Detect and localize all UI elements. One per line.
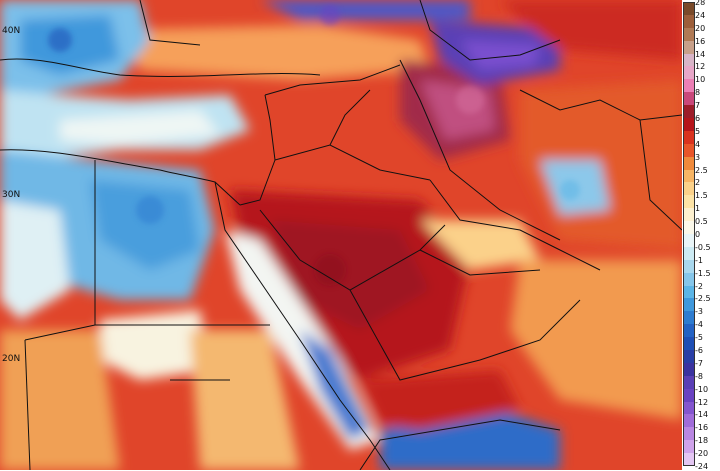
- legend-tick-label: 16: [695, 36, 706, 46]
- legend-swatch: [683, 414, 695, 428]
- legend-tick-label: 0.5: [695, 217, 708, 227]
- legend-tick-label: 20: [695, 23, 706, 33]
- legend-tick-label: 2.5: [695, 165, 708, 175]
- legend-frame: [683, 2, 695, 466]
- legend-swatch: [683, 182, 695, 196]
- lat-label-20n: 20N: [2, 354, 21, 364]
- legend-swatch: [683, 221, 695, 235]
- legend-swatch: [683, 453, 695, 467]
- legend-swatch: [683, 79, 695, 93]
- legend-tick-label: -24: [695, 462, 709, 471]
- legend-tick-label: 5: [695, 126, 701, 136]
- legend-swatch: [683, 311, 695, 325]
- legend-swatch: [683, 337, 695, 351]
- legend-tick-label: 2: [695, 178, 701, 188]
- legend-tick-label: -5: [695, 333, 703, 343]
- legend-tick-label: 3: [695, 152, 701, 162]
- lat-label-30n: 30N: [2, 190, 21, 200]
- legend-tick-label: 24: [695, 10, 706, 20]
- legend-swatch: [683, 27, 695, 41]
- legend-tick-label: -1.5: [695, 268, 711, 278]
- legend-tick-label: -2.5: [695, 294, 711, 304]
- map-canvas: [0, 0, 682, 470]
- legend-swatch: [683, 208, 695, 222]
- legend-swatch: [683, 2, 695, 15]
- legend-tick-label: -12: [695, 397, 709, 407]
- legend-swatch: [683, 40, 695, 54]
- legend-tick-label: 0: [695, 230, 701, 239]
- legend-tick-label: -1: [695, 255, 703, 265]
- legend-swatch: [683, 440, 695, 454]
- legend-tick-label: 10: [695, 75, 706, 85]
- legend-tick-label: -16: [695, 423, 709, 433]
- legend-tick-label: -14: [695, 410, 709, 420]
- legend-swatch: [683, 143, 695, 157]
- legend-swatch: [683, 130, 695, 144]
- legend-tick-label: -0.5: [695, 242, 711, 252]
- legend-swatch: [683, 14, 695, 28]
- legend-tick-label: 14: [695, 49, 706, 59]
- temperature-anomaly-field: [0, 0, 682, 470]
- legend-tick-label: 8: [695, 88, 701, 98]
- legend-swatch: [683, 350, 695, 363]
- legend-tick-label: -18: [695, 436, 709, 446]
- legend-swatch: [683, 272, 695, 286]
- legend-tick-label: 7: [695, 101, 701, 111]
- legend-swatch: [683, 298, 695, 312]
- legend-swatch: [683, 362, 695, 376]
- legend-swatch: [683, 259, 695, 273]
- legend-tick-label: 1: [695, 204, 701, 214]
- legend-swatch: [683, 92, 695, 106]
- legend-tick-label: 1.5: [695, 191, 708, 201]
- legend-swatch: [683, 401, 695, 415]
- legend-tick-label: -10: [695, 384, 709, 394]
- color-legend: 28 24 20 16 14 12 10 8 7 6 5 4 3 2.5 2 1.5 1 0.5 0 -0.5 -1 -1…: [682, 0, 720, 471]
- legend-tick-label: -8: [695, 371, 703, 381]
- legend-tick-label: 28: [695, 0, 706, 7]
- legend-tick-label: 6: [695, 114, 701, 123]
- legend-tick-label: -2: [695, 281, 703, 291]
- legend-tick-label: 12: [695, 62, 706, 72]
- legend-swatch: [683, 234, 695, 247]
- legend-tick-label: -7: [695, 358, 703, 368]
- legend-tick-label: -6: [695, 346, 703, 355]
- legend-tick-label: -3: [695, 307, 703, 317]
- legend-swatch: [683, 324, 695, 338]
- legend-swatch: [683, 427, 695, 441]
- legend-swatch: [683, 195, 695, 209]
- legend-swatch: [683, 169, 695, 183]
- legend-swatch: [683, 375, 695, 389]
- lat-label-40n: 40N: [2, 26, 21, 36]
- forecast-map: 40N 30N 20N: [0, 0, 682, 470]
- legend-swatch: [683, 66, 695, 80]
- legend-swatch: [683, 246, 695, 260]
- legend-swatch: [683, 156, 695, 170]
- legend-swatch: [683, 388, 695, 402]
- legend-tick-label: -4: [695, 320, 703, 330]
- legend-tick-label: 4: [695, 139, 701, 149]
- legend-swatch: [683, 285, 695, 299]
- legend-swatch: [683, 105, 695, 119]
- legend-tick-label: -20: [695, 449, 709, 459]
- legend-swatch: [683, 53, 695, 67]
- legend-swatch: [683, 118, 695, 131]
- political-borders: [0, 0, 682, 470]
